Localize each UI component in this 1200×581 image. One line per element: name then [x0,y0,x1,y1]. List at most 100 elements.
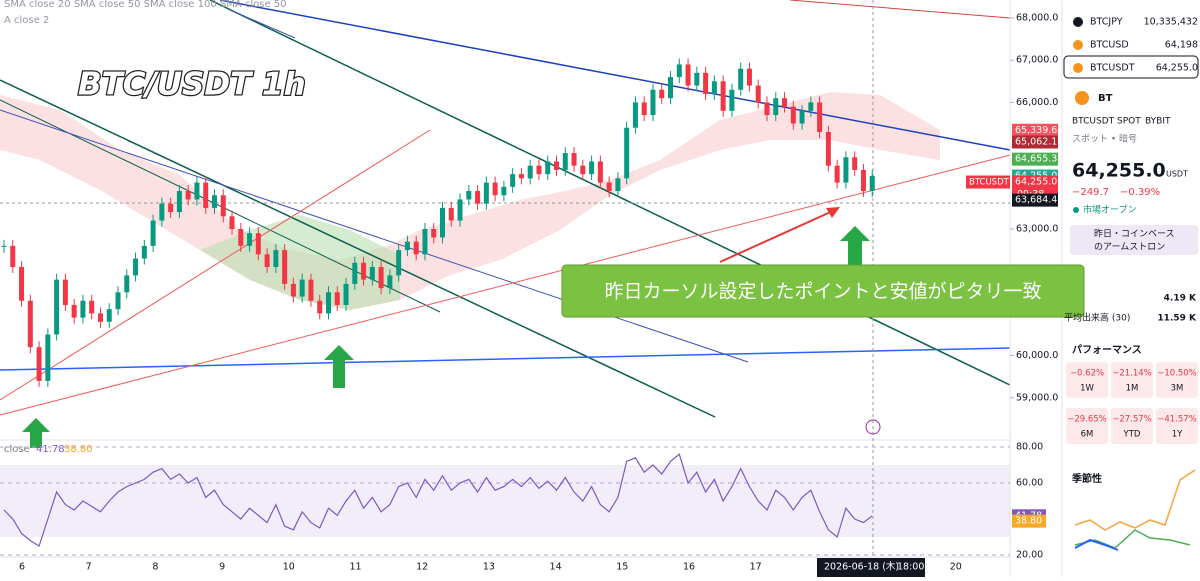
candle [71,304,77,318]
candle [325,292,331,314]
candle [369,266,375,280]
rsi-line [3,453,873,547]
candle [501,186,507,196]
candle [290,283,296,297]
candle [843,157,849,183]
candle [624,127,630,179]
candle [562,153,568,170]
candle [589,161,595,175]
candle [422,229,428,255]
performance-cell [1111,408,1153,444]
trend-line [229,9,296,39]
candle [194,182,200,200]
candle [869,176,875,192]
trend-line [0,347,1011,371]
price-tag [1012,152,1058,166]
up-arrow [22,418,50,448]
x-tick-label: 10 [283,562,295,573]
candle [773,98,779,116]
candle [817,102,823,132]
performance-title: パフォーマンス [1072,344,1142,356]
avg-volume: 11.59 K [1157,314,1197,324]
candle [703,72,709,94]
candle [448,207,454,221]
candle [115,292,121,310]
candle [62,279,68,305]
x-tick-label: 14 [550,562,562,573]
y-tick-label: 67,000.0 [1016,55,1058,66]
performance-change: −27.57% [1112,415,1152,425]
up-arrow [840,226,870,266]
candles [1,58,875,387]
candle [273,250,279,267]
trend-line [789,0,1011,19]
candle [150,220,156,246]
candle [168,203,174,213]
symbol-tag [966,175,1010,189]
overlay-title: BTC/USDT 1h [78,67,306,103]
candle [247,233,253,246]
trend-line [0,99,441,313]
rsi-tick-label: 60.00 [1016,478,1043,489]
candle [255,233,261,255]
candle [597,161,603,183]
price-tag-label: 63,684.4 [1015,195,1057,206]
price-tag [1012,123,1058,137]
candle [650,89,656,116]
x-tick-label: 11 [349,562,361,573]
candle [475,191,481,204]
candle [641,102,647,116]
x-tick-label: 12 [416,562,428,573]
candle [440,207,445,238]
candle [632,102,638,128]
trend-line [0,154,1011,416]
candle [352,262,358,284]
x-tick-label: 16 [683,562,695,573]
candle [720,81,726,111]
watch-row-selected[interactable] [1063,55,1199,79]
side-panel: BT BTCUSDT SPOT BYBIT スポット • 暗号 64,255.0… [1063,17,1199,551]
candle [203,182,209,208]
watch-price: 64,255.0 [1156,63,1198,74]
price-tag-label: 65,339.6 [1015,125,1057,136]
candle [334,292,340,305]
candle [264,254,270,267]
candle [299,279,305,297]
candle [580,165,586,175]
performance-period: 1W [1080,384,1094,394]
y-tick-label: 68,000.0 [1016,13,1058,24]
rsi-legend-value: 38.80 [64,444,93,455]
trend-line [0,129,431,401]
watch-symbol: BTCUSDT [1090,63,1135,74]
candle [457,199,463,221]
candle [396,250,402,276]
candle [19,266,25,301]
candle [615,178,621,192]
candle [764,102,770,116]
candle [97,313,103,322]
event-icon[interactable] [865,419,881,435]
watch-symbol: BTCJPY [1090,17,1123,28]
pointer-arrow [719,209,836,263]
performance-period: 3M [1171,384,1184,394]
performance-cell [1156,408,1198,444]
news: 昨日・コインベース [1094,228,1175,240]
performance-change: −21.14% [1112,369,1152,379]
candle [308,279,314,301]
watch-logo [1073,63,1083,73]
candle [387,275,393,289]
candle [317,300,323,314]
news-box[interactable] [1070,225,1198,255]
candle [860,169,866,192]
exchange: BYBIT [1145,117,1171,127]
arrows [22,226,870,448]
rsi-tag [1012,514,1046,528]
y-tick-label: 60,000.0 [1016,350,1058,361]
symbol-logo [1075,91,1089,105]
performance-period: 1M [1126,384,1139,394]
x-tick-label: 9 [219,562,225,573]
candle [676,64,682,78]
candle [492,182,498,196]
x-tick-label: 13 [483,562,495,573]
watch-logo [1073,40,1083,50]
